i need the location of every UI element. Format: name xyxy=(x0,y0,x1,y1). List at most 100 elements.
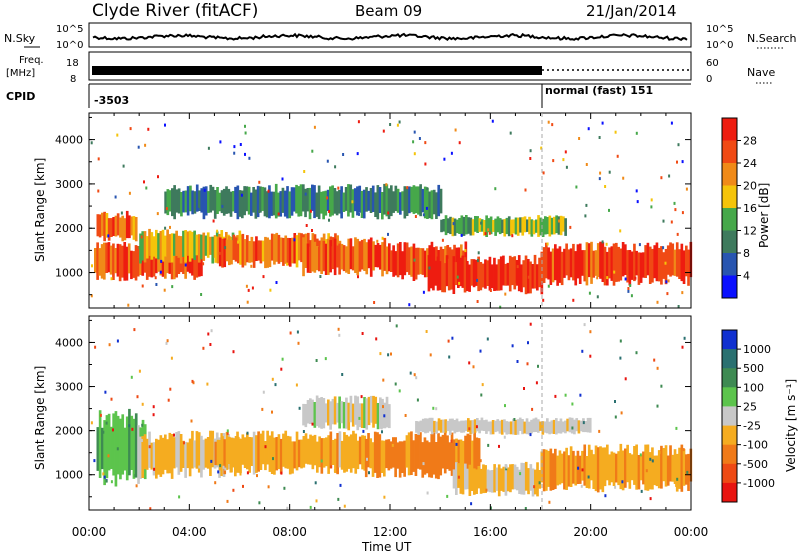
velocity-speck xyxy=(338,333,341,337)
power-cell xyxy=(610,246,614,281)
power-cell xyxy=(557,216,561,235)
power-cell xyxy=(225,239,229,262)
power-cell xyxy=(211,236,215,264)
velocity-speck xyxy=(242,484,244,488)
power-cell xyxy=(288,238,292,267)
velocity-cell xyxy=(543,421,547,433)
velocity-speck xyxy=(469,468,472,472)
velocity-cell xyxy=(633,446,636,485)
velocity-cell xyxy=(257,431,260,472)
power-speck xyxy=(552,159,555,163)
power-cell xyxy=(189,185,192,212)
velocity-cell xyxy=(268,435,272,472)
power-speck xyxy=(499,305,502,309)
power-cell xyxy=(461,255,465,288)
power-cell xyxy=(340,186,343,219)
power-cell xyxy=(315,246,319,271)
velocity-cell xyxy=(230,437,233,473)
power-speck xyxy=(587,127,590,131)
power-speck xyxy=(233,145,236,149)
velocity-cell xyxy=(590,449,593,481)
power-speck xyxy=(564,150,567,154)
velocity-speck xyxy=(682,448,685,452)
power-cell xyxy=(675,242,679,277)
power-cell xyxy=(490,264,494,289)
power-cell xyxy=(594,250,598,276)
power-speck xyxy=(334,165,337,169)
power-speck xyxy=(489,289,492,292)
power-cell xyxy=(141,231,145,261)
power-speck xyxy=(337,186,340,190)
velocity-cell xyxy=(503,419,506,433)
power-cell xyxy=(324,190,328,216)
power-cell xyxy=(230,240,233,265)
power-cell xyxy=(324,243,328,275)
power-speck xyxy=(529,149,532,153)
velocity-speck xyxy=(604,494,607,498)
velocity-cell xyxy=(200,435,203,478)
power-cell xyxy=(449,216,452,235)
power-cell xyxy=(222,188,226,216)
power-cell xyxy=(145,246,149,280)
power-cell xyxy=(536,264,539,291)
power-speck xyxy=(425,206,428,210)
power-speck xyxy=(599,171,602,175)
power-cell xyxy=(671,243,675,276)
velocity-cell xyxy=(101,427,104,470)
velocity-speck xyxy=(99,413,102,417)
power-cell xyxy=(128,215,131,239)
power-cell xyxy=(254,189,258,219)
velocity-cell xyxy=(161,437,165,475)
velocity-cell xyxy=(450,432,454,476)
velocity-speck xyxy=(442,442,445,446)
velocity-cell xyxy=(558,450,562,485)
power-speck xyxy=(673,201,676,205)
power-cell xyxy=(489,216,493,235)
power-cell xyxy=(475,259,478,286)
velocity-cell xyxy=(547,450,550,487)
power-speck xyxy=(670,121,673,125)
velocity-speck xyxy=(131,427,134,431)
power-speck xyxy=(107,234,110,238)
power-cell xyxy=(479,262,483,291)
power-cell xyxy=(412,243,416,281)
velocity-speck xyxy=(472,365,475,369)
velocity-cell xyxy=(218,440,222,471)
power-cell xyxy=(642,252,645,278)
power-cell xyxy=(376,243,380,268)
power-colorbar-tick-label: 8 xyxy=(743,247,750,260)
power-cell xyxy=(426,248,429,278)
power-cell xyxy=(458,218,461,234)
power-cell xyxy=(385,184,389,217)
power-cell xyxy=(390,250,393,272)
velocity-cell xyxy=(439,436,443,476)
x-tick-label: 08:00 xyxy=(272,525,307,539)
power-cell xyxy=(184,190,188,213)
power-speck xyxy=(584,214,587,218)
power-cell xyxy=(265,191,269,218)
velocity-cell xyxy=(646,444,650,491)
power-cell xyxy=(354,237,357,273)
power-cell xyxy=(308,187,312,220)
velocity-cell xyxy=(186,442,190,469)
power-cell xyxy=(345,246,348,273)
velocity-speck xyxy=(581,468,584,472)
power-speck xyxy=(406,186,409,190)
power-cell xyxy=(372,241,375,271)
power-speck xyxy=(129,127,132,131)
power-speck xyxy=(319,275,322,278)
velocity-cell xyxy=(594,445,598,492)
velocity-speck xyxy=(416,398,419,402)
beam-title: Beam 09 xyxy=(355,2,422,20)
velocity-speck xyxy=(330,465,333,469)
velocity-cell xyxy=(232,438,236,468)
velocity-cell xyxy=(304,404,308,428)
velocity-speck xyxy=(246,471,249,475)
velocity-cell xyxy=(466,468,469,490)
velocity-speck xyxy=(258,501,261,505)
power-speck xyxy=(426,187,429,191)
power-cell xyxy=(304,188,307,218)
velocity-cell xyxy=(500,468,503,491)
velocity-cell xyxy=(534,469,537,495)
